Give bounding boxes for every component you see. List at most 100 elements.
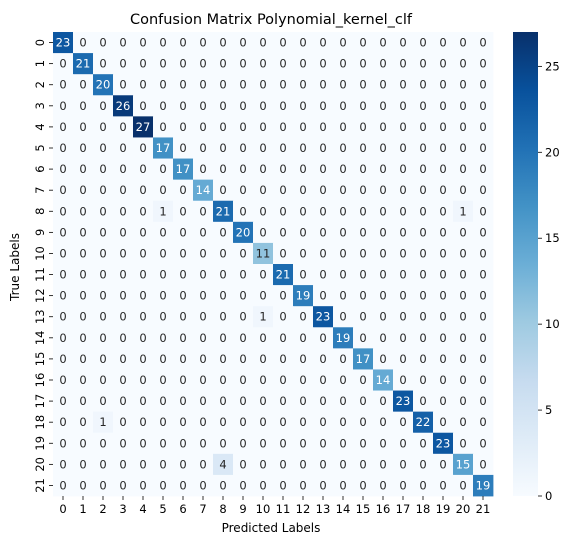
cell-value-label: 0 [239,78,246,92]
heatmap-cell [353,348,374,370]
cell-value-label: 0 [419,99,426,113]
heatmap-cell [413,32,434,54]
heatmap-cell [213,32,234,54]
cell-value-label: 0 [479,415,486,429]
cell-value-label: 0 [459,120,466,134]
cell-value-label: 0 [299,478,306,492]
heatmap-cell [93,158,114,181]
heatmap-cell [253,369,274,391]
cell-value-label: 0 [359,57,366,71]
heatmap-cell [93,306,114,328]
heatmap-cell [173,432,194,455]
cell-value-label: 0 [299,310,306,324]
heatmap-cell [353,179,374,202]
cell-value-label: 0 [359,289,366,303]
x-tick-label: 18 [416,502,431,516]
heatmap-cell [293,179,314,202]
cell-value-label: 0 [59,289,66,303]
cell-value-label: 0 [59,310,66,324]
cell-value-label: 0 [59,268,66,282]
cell-value-label: 0 [119,436,126,450]
heatmap-cell [473,327,494,349]
heatmap-cell [373,453,394,476]
cell-value-label: 23 [56,36,71,50]
cell-value-label: 0 [319,289,326,303]
heatmap-cell [373,158,394,181]
heatmap-cell [113,327,134,349]
y-tick-label: 10 [33,246,47,261]
heatmap-cell [333,411,354,434]
cell-value-label: 0 [399,162,406,176]
cell-value-label: 0 [139,394,146,408]
cell-value-label: 0 [319,268,326,282]
heatmap-cell [373,32,394,54]
cell-value-label: 0 [239,331,246,345]
heatmap-cell [333,179,354,202]
heatmap-cell [233,264,254,286]
cell-value-label: 0 [159,268,166,282]
heatmap-cell [453,221,474,244]
cell-value-label: 0 [159,120,166,134]
cell-value-label: 0 [219,310,226,324]
cell-value-label: 0 [79,78,86,92]
x-axis-ticks: 0 1 2 3 4 5 6 7 8 9 10 11 12 13 14 15 16 17 18 19 20 21 [59,496,490,516]
cell-value-label: 0 [439,394,446,408]
heatmap-cell [413,95,434,117]
heatmap-cell [133,32,154,54]
heatmap-cell [393,242,414,265]
heatmap-cell [133,474,154,497]
heatmap-cell [333,137,354,159]
heatmap-cell [213,242,234,265]
cell-value-label: 0 [139,141,146,155]
cell-value-label: 0 [79,99,86,113]
cell-value-label: 0 [319,204,326,218]
cell-value-label: 0 [59,394,66,408]
heatmap-cell [173,369,194,391]
heatmap-cell [473,285,494,307]
cell-value-label: 0 [279,457,286,471]
x-tick-label: 20 [456,502,471,516]
heatmap-cell [233,306,254,328]
cell-value-label: 0 [99,352,106,366]
heatmap-cell [53,369,74,391]
heatmap-cell [193,474,214,497]
x-tick-label: 19 [436,502,451,516]
heatmap-cell [473,264,494,286]
cell-value-label: 1 [259,310,266,324]
heatmap-cell [373,53,394,75]
cell-value-label: 0 [399,373,406,387]
cell-value-label: 0 [239,246,246,260]
cell-value-label: 0 [319,394,326,408]
cell-value-label: 0 [259,36,266,50]
cell-value-label: 0 [439,478,446,492]
heatmap-cell [153,369,174,391]
heatmap-cell [193,411,214,434]
heatmap-cell [133,285,154,307]
heatmap-cell [133,264,154,286]
cell-value-label: 0 [79,36,86,50]
cell-value-label: 0 [99,268,106,282]
cell-value-label: 0 [439,331,446,345]
cell-value-label: 19 [336,331,351,345]
heatmap-cell [153,432,174,455]
cell-value-label: 0 [439,415,446,429]
heatmap-cell [133,53,154,75]
y-tick-label: 8 [33,208,47,215]
heatmap-cell [333,116,354,138]
cell-value-label: 0 [139,36,146,50]
heatmap-cell [133,179,154,202]
cell-value-label: 0 [459,225,466,239]
heatmap-cell [453,53,474,75]
heatmap-cell [213,411,234,434]
cell-value-label: 0 [199,225,206,239]
y-tick-label: 7 [33,187,47,194]
heatmap-cell [373,264,394,286]
cell-value-label: 0 [379,310,386,324]
heatmap-cell [173,32,194,54]
cell-value-label: 0 [399,120,406,134]
heatmap-cell [293,306,314,328]
heatmap-cell [293,221,314,244]
heatmap-cell [273,221,294,244]
cell-value-label: 0 [139,78,146,92]
cell-value-label: 0 [339,289,346,303]
